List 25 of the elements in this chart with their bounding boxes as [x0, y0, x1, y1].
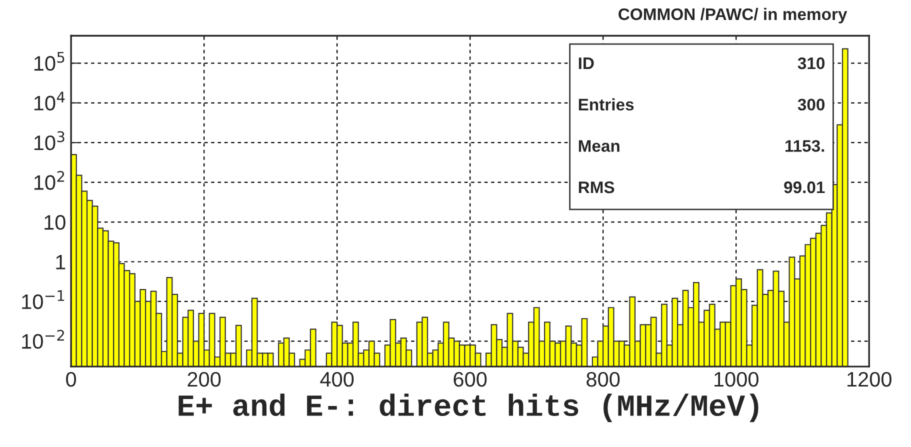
annotation: Entries [578, 98, 634, 111]
annotation: 1153. [785, 140, 824, 152]
x-axis-title: E+ and E-: direct hits (MHz/MeV) [178, 394, 758, 422]
annotation: 300 [798, 98, 825, 111]
y-tick-label: 10$^{−2}$ [22, 330, 64, 349]
annotation: 310 [798, 57, 825, 70]
y-tick-label: 10$^{−1}$ [22, 290, 64, 310]
chart-title: COMMON /PAWC/ in memory [618, 8, 848, 24]
y-tick-label: 10$^{3}$ [34, 131, 64, 150]
annotation: ID [578, 58, 594, 70]
y-tick-label: 10$^{5}$ [34, 52, 64, 71]
x-tick-label: 400 [320, 372, 354, 387]
y-tick-label: 10$^{4}$ [34, 92, 65, 110]
x-tick-label: 1000 [714, 372, 758, 387]
x-tick-label: 600 [454, 372, 487, 387]
annotation: 99.01 [784, 181, 825, 194]
annotation: RMS [578, 181, 614, 194]
x-tick-label: 0 [66, 372, 76, 387]
x-tick-label: 200 [188, 372, 221, 387]
annotation: Mean [578, 140, 620, 152]
y-tick-label: 10$^{2}$ [34, 170, 64, 190]
y-tick-label: 10 [44, 215, 66, 230]
y-tick-label: 1 [56, 254, 66, 270]
x-tick-label: 800 [586, 372, 620, 387]
x-tick-label: 1200 [848, 372, 892, 387]
